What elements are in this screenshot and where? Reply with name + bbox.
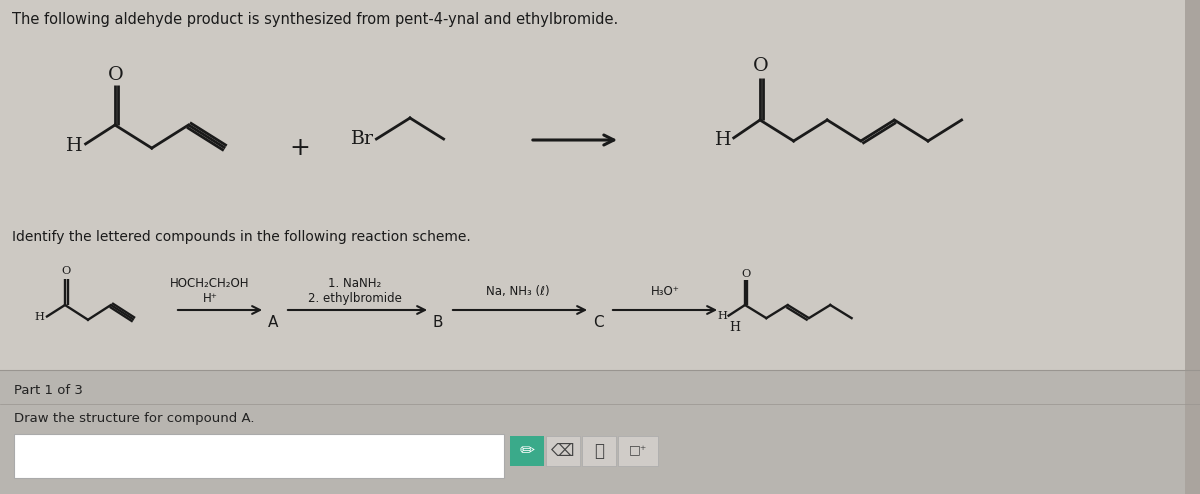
Text: Na, NH₃ (ℓ): Na, NH₃ (ℓ) [486, 285, 550, 297]
Text: HOCH₂CH₂OH: HOCH₂CH₂OH [170, 277, 250, 289]
Text: ⌫: ⌫ [551, 442, 575, 460]
Text: H: H [714, 131, 731, 149]
Text: B: B [433, 315, 444, 329]
Text: H: H [718, 312, 727, 322]
Text: Part 1 of 3: Part 1 of 3 [14, 384, 83, 397]
Bar [618, 436, 658, 466]
Text: Identify the lettered compounds in the following reaction scheme.: Identify the lettered compounds in the f… [12, 230, 470, 244]
Text: O: O [61, 266, 71, 276]
Text: O: O [742, 269, 751, 279]
Text: H: H [730, 321, 740, 333]
Bar [510, 436, 544, 466]
Text: +: + [289, 136, 311, 160]
Text: Draw the structure for compound A.: Draw the structure for compound A. [14, 412, 254, 425]
Text: O: O [754, 57, 769, 76]
Bar [582, 436, 616, 466]
Text: 1. NaNH₂: 1. NaNH₂ [329, 277, 382, 289]
Text: O: O [108, 66, 124, 83]
Text: C: C [593, 315, 604, 329]
Text: □⁺: □⁺ [629, 445, 647, 457]
Bar [546, 436, 580, 466]
Bar [0, 370, 1200, 494]
Text: H: H [35, 312, 44, 322]
Bar [14, 434, 504, 478]
Text: H₃O⁺: H₃O⁺ [650, 285, 679, 297]
Text: 2. ethylbromide: 2. ethylbromide [308, 291, 402, 304]
Text: ✋: ✋ [594, 442, 604, 460]
Text: A: A [268, 315, 278, 329]
Text: H: H [65, 137, 82, 155]
Text: Br: Br [350, 130, 373, 148]
Text: ✏: ✏ [520, 442, 534, 460]
Bar [1186, 0, 1200, 494]
Text: H⁺: H⁺ [203, 291, 217, 304]
Text: The following aldehyde product is synthesized from pent-4-ynal and ethylbromide.: The following aldehyde product is synthe… [12, 12, 618, 27]
